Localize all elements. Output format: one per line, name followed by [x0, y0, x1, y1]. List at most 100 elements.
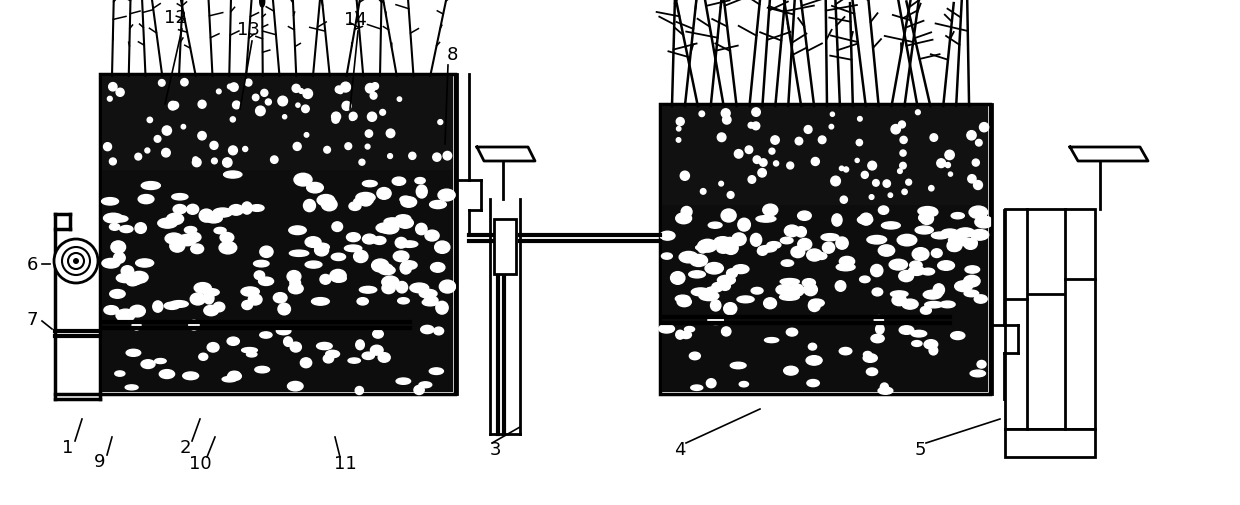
Text: 7: 7: [26, 311, 37, 328]
Circle shape: [278, 97, 288, 107]
Circle shape: [774, 162, 779, 167]
Ellipse shape: [260, 246, 273, 258]
Ellipse shape: [288, 382, 303, 391]
Circle shape: [769, 149, 775, 155]
Ellipse shape: [706, 263, 723, 274]
Circle shape: [324, 147, 331, 154]
Circle shape: [366, 84, 374, 94]
Ellipse shape: [401, 196, 412, 204]
Ellipse shape: [965, 266, 980, 274]
Ellipse shape: [141, 360, 155, 369]
Ellipse shape: [414, 386, 424, 395]
Ellipse shape: [198, 354, 208, 361]
Ellipse shape: [781, 261, 794, 267]
Ellipse shape: [200, 210, 213, 223]
Ellipse shape: [707, 379, 715, 388]
Circle shape: [296, 104, 300, 108]
Ellipse shape: [348, 203, 361, 211]
Bar: [660, 105, 990, 394]
Ellipse shape: [419, 290, 436, 298]
Ellipse shape: [254, 271, 264, 280]
Circle shape: [899, 122, 905, 129]
Ellipse shape: [203, 289, 219, 296]
Bar: [662, 107, 988, 206]
Circle shape: [936, 160, 946, 168]
Circle shape: [169, 102, 177, 111]
Circle shape: [372, 83, 378, 90]
Ellipse shape: [315, 245, 329, 257]
Ellipse shape: [880, 383, 888, 392]
Circle shape: [229, 84, 238, 92]
Bar: [102, 320, 453, 392]
Ellipse shape: [219, 242, 237, 255]
Ellipse shape: [924, 340, 937, 349]
Circle shape: [734, 150, 743, 159]
Circle shape: [171, 103, 179, 110]
Ellipse shape: [398, 298, 409, 305]
Ellipse shape: [392, 178, 405, 186]
Ellipse shape: [807, 358, 821, 363]
Circle shape: [839, 167, 843, 171]
Ellipse shape: [676, 331, 684, 339]
Ellipse shape: [681, 331, 692, 339]
Circle shape: [212, 159, 217, 165]
Ellipse shape: [661, 254, 672, 260]
Circle shape: [945, 163, 950, 168]
Ellipse shape: [857, 216, 873, 225]
Circle shape: [293, 85, 300, 93]
Ellipse shape: [227, 372, 242, 381]
Ellipse shape: [415, 178, 425, 184]
Ellipse shape: [947, 242, 960, 252]
Circle shape: [976, 140, 982, 147]
Ellipse shape: [130, 272, 148, 284]
Circle shape: [350, 116, 355, 121]
Ellipse shape: [377, 188, 391, 200]
Ellipse shape: [215, 228, 226, 234]
Circle shape: [980, 123, 988, 132]
Circle shape: [367, 113, 377, 122]
Circle shape: [345, 143, 352, 150]
Circle shape: [303, 90, 312, 99]
Ellipse shape: [362, 352, 374, 360]
Text: 1: 1: [62, 438, 73, 456]
Ellipse shape: [401, 241, 418, 248]
Circle shape: [805, 126, 812, 134]
Ellipse shape: [429, 201, 446, 209]
Ellipse shape: [177, 235, 197, 246]
Ellipse shape: [360, 197, 372, 207]
Circle shape: [676, 118, 684, 126]
Ellipse shape: [222, 377, 237, 382]
Ellipse shape: [920, 213, 934, 225]
Ellipse shape: [289, 284, 303, 294]
Text: 11: 11: [334, 454, 356, 472]
Circle shape: [818, 137, 826, 144]
Ellipse shape: [804, 284, 817, 296]
Circle shape: [304, 133, 309, 138]
Ellipse shape: [382, 277, 399, 288]
Ellipse shape: [924, 291, 942, 299]
Ellipse shape: [920, 307, 931, 315]
Ellipse shape: [321, 199, 337, 212]
Ellipse shape: [816, 253, 827, 260]
Ellipse shape: [733, 265, 749, 274]
Ellipse shape: [790, 284, 804, 296]
Ellipse shape: [680, 252, 698, 263]
Circle shape: [388, 155, 393, 159]
Ellipse shape: [808, 300, 821, 312]
Circle shape: [301, 106, 309, 114]
Ellipse shape: [324, 355, 334, 363]
Ellipse shape: [808, 343, 817, 350]
Ellipse shape: [242, 348, 258, 353]
Ellipse shape: [120, 226, 133, 233]
Ellipse shape: [706, 288, 715, 294]
Ellipse shape: [951, 213, 965, 219]
Ellipse shape: [718, 276, 735, 285]
Circle shape: [724, 112, 729, 118]
Ellipse shape: [306, 183, 324, 193]
Ellipse shape: [373, 237, 386, 245]
Ellipse shape: [688, 271, 706, 278]
Ellipse shape: [870, 265, 883, 277]
Ellipse shape: [305, 237, 321, 248]
Circle shape: [795, 138, 802, 145]
Ellipse shape: [126, 349, 140, 357]
